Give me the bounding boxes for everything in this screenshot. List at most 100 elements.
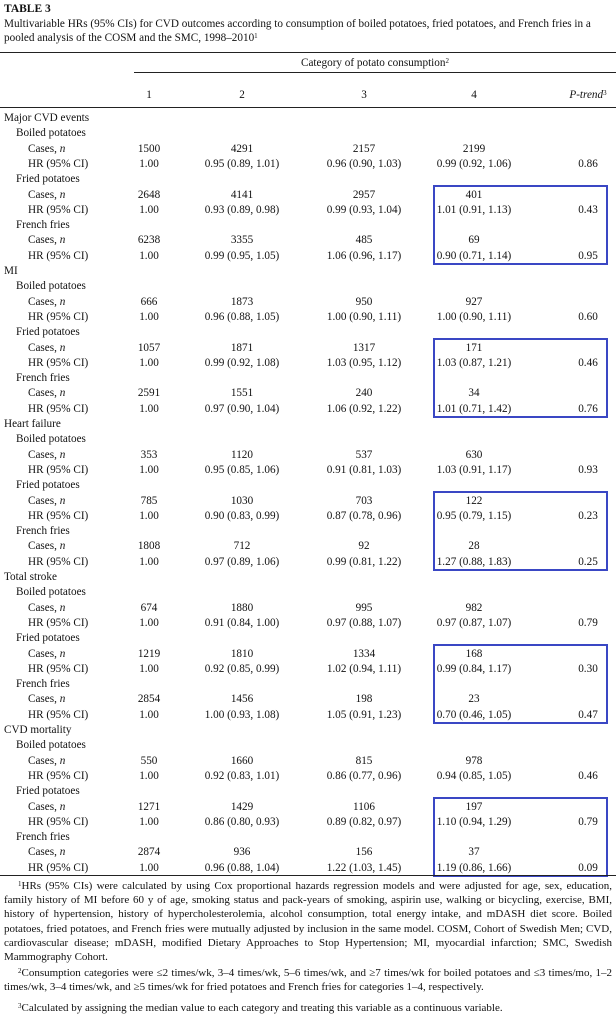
hr-cell: 1.00 (139, 662, 159, 675)
hr-cell: 1.06 (0.96, 1.17) (326, 249, 402, 262)
cases-cell: 92 (358, 540, 370, 553)
ptrend-cell: 0.86 (578, 157, 598, 170)
hr-label: HR (95% CI) (28, 769, 89, 782)
cases-cell: 712 (233, 540, 251, 553)
cases-cell: 2157 (352, 142, 376, 155)
hr-cell: 1.00 (139, 463, 159, 476)
hr-cell: 0.86 (0.77, 0.96) (326, 769, 402, 782)
cases-label-text: Cases, (28, 234, 60, 247)
cases-cell: 4291 (230, 142, 254, 155)
cases-cell: 927 (465, 295, 483, 308)
cases-label-text: Cases, (28, 387, 60, 400)
cases-cell: 2199 (462, 142, 486, 155)
food-label: French fries (16, 372, 70, 385)
cases-label-text: Cases, (28, 341, 60, 354)
cases-cell: 34 (468, 387, 480, 400)
hr-cell: 1.00 (0.93, 1.08) (204, 708, 280, 721)
hr-cell: 0.99 (0.92, 1.08) (204, 356, 280, 369)
cases-label-n: n (59, 540, 66, 553)
cases-label-n: n (59, 693, 66, 706)
hr-cell: 1.00 (0.90, 1.11) (326, 310, 402, 323)
footnote-marker: 1 (18, 880, 22, 888)
caption-footnote-marker: 1 (254, 32, 258, 40)
cases-cell: 2957 (352, 188, 376, 201)
food-label: Boiled potatoes (16, 433, 86, 446)
hr-cell: 0.97 (0.89, 1.06) (204, 555, 280, 568)
hr-cell: 1.00 (139, 861, 159, 874)
hr-cell: 1.00 (139, 815, 159, 828)
outcome-label: CVD mortality (4, 724, 72, 736)
cases-label-text: Cases, (28, 601, 60, 614)
highlight-box (433, 796, 608, 877)
cases-cell: 1030 (230, 494, 254, 507)
cases-label: Cases, n (28, 800, 65, 814)
hr-label: HR (95% CI) (28, 662, 89, 675)
category-header-marker: 2 (445, 57, 449, 65)
ptrend-cell: 0.79 (578, 815, 598, 828)
cases-label: Cases, n (28, 845, 65, 859)
cases-cell: 2854 (137, 693, 161, 706)
cases-label: Cases, n (28, 692, 65, 706)
column-header-2: 2 (239, 89, 245, 101)
cases-label: Cases, n (28, 295, 65, 309)
ptrend-cell: 0.60 (578, 310, 598, 323)
hr-cell: 0.92 (0.83, 1.01) (204, 769, 280, 782)
food-label: Fried potatoes (16, 173, 80, 186)
cases-cell: 1500 (137, 142, 161, 155)
hr-cell: 1.00 (139, 249, 159, 262)
cases-cell: 666 (140, 295, 158, 308)
cases-label-text: Cases, (28, 188, 60, 201)
hr-cell: 1.03 (0.87, 1.21) (436, 356, 512, 369)
cases-label: Cases, n (28, 448, 65, 462)
footnote-2: 2Consumption categories were ≤2 times/wk… (4, 966, 612, 994)
cases-cell: 401 (465, 188, 483, 201)
cases-label-n: n (59, 647, 66, 660)
cases-cell: 1219 (137, 647, 161, 660)
cases-cell: 28 (468, 540, 480, 553)
footnote-text: Consumption categories were ≤2 times/wk,… (4, 967, 612, 994)
hr-cell: 1.00 (139, 616, 159, 629)
cases-cell: 815 (355, 754, 373, 767)
food-label: Boiled potatoes (16, 127, 86, 140)
food-label: Boiled potatoes (16, 280, 86, 293)
hr-label: HR (95% CI) (28, 310, 89, 323)
cases-cell: 785 (140, 494, 158, 507)
cases-cell: 703 (355, 494, 373, 507)
hr-cell: 1.00 (139, 708, 159, 721)
cases-cell: 69 (468, 234, 480, 247)
cases-label-n: n (59, 234, 66, 247)
footnote-3: 3Calculated by assigning the median valu… (4, 1001, 612, 1015)
cases-label: Cases, n (28, 601, 65, 615)
hr-cell: 1.00 (139, 157, 159, 170)
ptrend-cell: 0.76 (578, 402, 598, 415)
highlight-box (433, 337, 608, 418)
cases-cell: 1880 (230, 601, 254, 614)
cases-cell: 1317 (352, 341, 376, 354)
hr-label: HR (95% CI) (28, 708, 89, 721)
footnote-text: HRs (95% CIs) were calculated by using C… (4, 880, 612, 964)
cases-cell: 37 (468, 846, 480, 859)
hr-cell: 0.91 (0.81, 1.03) (326, 463, 402, 476)
hr-cell: 0.91 (0.84, 1.00) (204, 616, 280, 629)
ptrend-cell: 0.95 (578, 249, 598, 262)
cases-label: Cases, n (28, 188, 65, 202)
hr-cell: 0.99 (0.95, 1.05) (204, 249, 280, 262)
cases-cell: 2591 (137, 387, 161, 400)
outcome-label: Major CVD events (4, 112, 90, 124)
hr-cell: 1.03 (0.95, 1.12) (326, 356, 402, 369)
hr-label: HR (95% CI) (28, 509, 89, 522)
cases-cell: 1271 (137, 800, 161, 813)
ptrend-cell: 0.79 (578, 616, 598, 629)
cases-label-text: Cases, (28, 754, 60, 767)
hr-cell: 1.00 (139, 509, 159, 522)
table-label: TABLE 3 (4, 3, 51, 15)
ptrend-cell: 0.93 (578, 463, 598, 476)
cases-label-n: n (59, 494, 66, 507)
hr-cell: 0.97 (0.90, 1.04) (204, 402, 280, 415)
cases-cell: 982 (465, 601, 483, 614)
cases-label: Cases, n (28, 142, 65, 156)
cases-label-n: n (59, 800, 66, 813)
cases-cell: 978 (465, 754, 483, 767)
cases-label: Cases, n (28, 754, 65, 768)
